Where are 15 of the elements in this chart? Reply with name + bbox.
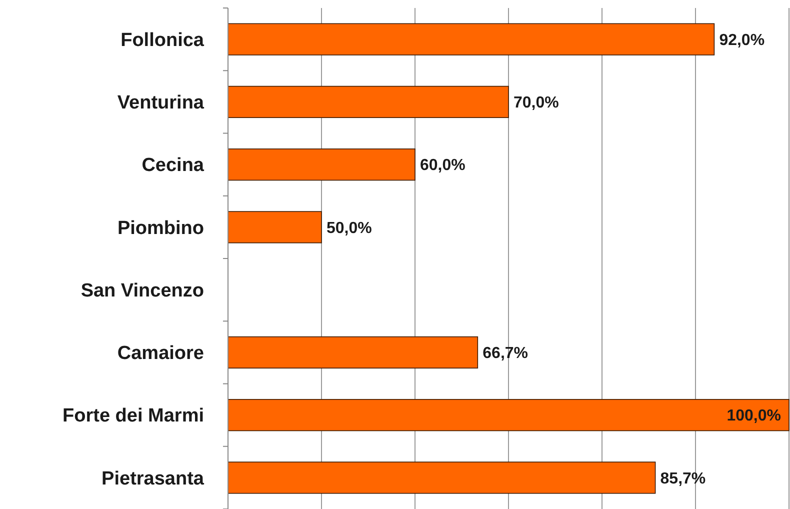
y-tick-label: Forte dei Marmi <box>62 406 204 427</box>
data-label: 85,7% <box>660 470 706 488</box>
data-label: 60,0% <box>420 157 466 174</box>
data-label: 50,0% <box>326 220 372 237</box>
data-label: 100,0% <box>726 408 781 425</box>
y-tick-label: Piombino <box>117 218 204 239</box>
y-tick-label: Follonica <box>120 30 204 51</box>
data-label: 92,0% <box>719 32 765 49</box>
data-label: 66,7% <box>482 345 528 362</box>
y-tick-label: San Vincenzo <box>80 280 204 302</box>
y-tick-label: Camaiore <box>117 343 204 364</box>
y-tick-label: Pietrasanta <box>102 468 204 490</box>
data-label: 70,0% <box>514 94 559 112</box>
y-tick-label: Venturina <box>117 92 204 114</box>
y-tick-label: Cecina <box>142 155 204 176</box>
